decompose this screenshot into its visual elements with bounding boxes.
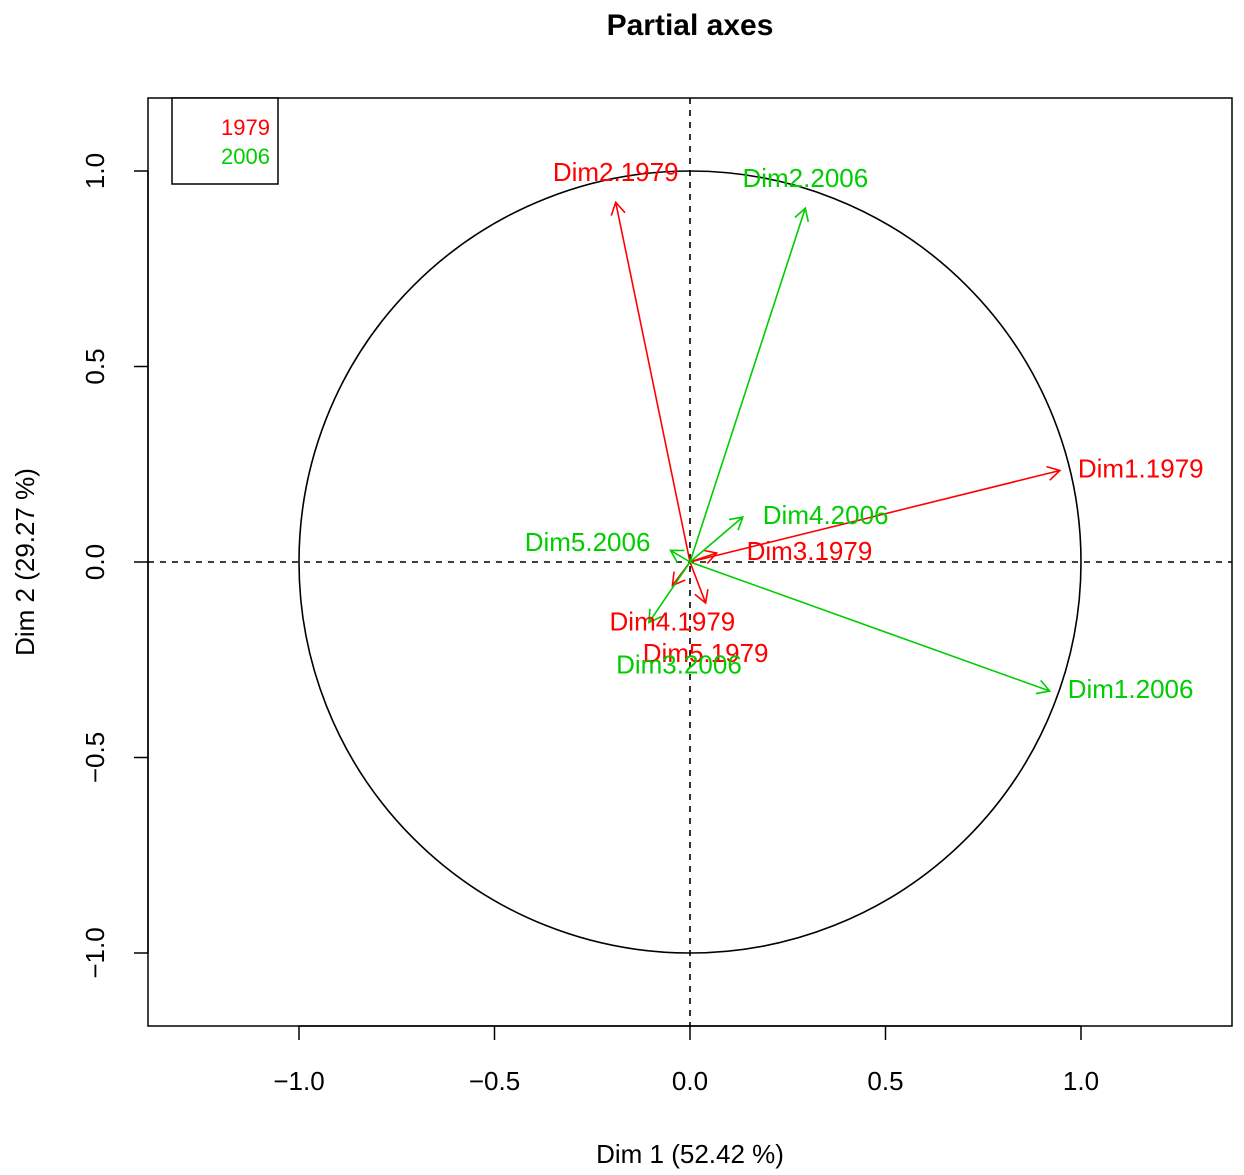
arrow-layer bbox=[610, 200, 1062, 695]
y-axis-label: Dim 2 (29.27 %) bbox=[10, 468, 40, 656]
arrowhead-Dim4.1979 bbox=[671, 571, 686, 587]
arrow-label-Dim1.2006: Dim1.2006 bbox=[1068, 674, 1194, 704]
arrow-Dim4.2006 bbox=[689, 516, 744, 563]
arrow-label-Dim5.1979: Dim5.1979 bbox=[643, 638, 769, 668]
legend-box bbox=[171, 97, 279, 185]
arrowhead-Dim1.1979 bbox=[1046, 465, 1062, 481]
arrow-Dim3.2006 bbox=[648, 561, 691, 624]
arrow-label-Dim4.1979: Dim4.1979 bbox=[610, 606, 736, 636]
y-tick-label: 1.0 bbox=[80, 153, 110, 189]
arrow-Dim1.1979 bbox=[689, 469, 1061, 563]
x-tick-label: −1.0 bbox=[273, 1066, 324, 1096]
x-tick-label: 0.5 bbox=[867, 1066, 903, 1096]
arrow-label-Dim2.1979: Dim2.1979 bbox=[553, 157, 679, 187]
arrow-Dim2.2006 bbox=[689, 207, 807, 563]
arrowhead-Dim2.2006 bbox=[794, 206, 810, 223]
chart-title: Partial axes bbox=[607, 9, 774, 42]
arrowhead-Dim2.1979 bbox=[610, 200, 626, 216]
arrow-Dim1.2006 bbox=[689, 561, 1050, 692]
arrow-label-Dim2.2006: Dim2.2006 bbox=[742, 163, 868, 193]
arrow-label-Dim3.2006: Dim3.2006 bbox=[616, 649, 742, 679]
y-tick-label: 0.0 bbox=[80, 544, 110, 580]
arrowhead-Dim3.2006 bbox=[648, 608, 662, 624]
x-axis: −1.0 −0.5 0.0 0.5 1.0 bbox=[273, 1025, 1099, 1096]
y-tick-label: 0.5 bbox=[80, 348, 110, 384]
arrowhead-Dim4.2006 bbox=[728, 515, 745, 531]
y-tick-label: −0.5 bbox=[80, 732, 110, 783]
y-axis: −1.0 −0.5 0.0 0.5 1.0 bbox=[80, 153, 149, 979]
x-tick-label: 1.0 bbox=[1063, 1066, 1099, 1096]
arrowhead-Dim1.2006 bbox=[1035, 679, 1052, 695]
arrow-label-layer: Dim1.1979Dim2.1979Dim3.1979Dim4.1979Dim5… bbox=[525, 157, 1204, 704]
arrowhead-Dim5.1979 bbox=[694, 589, 709, 605]
arrow-Dim2.1979 bbox=[614, 202, 691, 563]
x-tick-label: 0.0 bbox=[672, 1066, 708, 1096]
x-axis-label: Dim 1 (52.42 %) bbox=[596, 1139, 784, 1169]
x-tick-label: −0.5 bbox=[469, 1066, 520, 1096]
arrow-label-Dim1.1979: Dim1.1979 bbox=[1078, 453, 1204, 483]
arrowhead-Dim5.2006 bbox=[669, 549, 685, 563]
arrow-Dim3.1979 bbox=[689, 552, 717, 563]
arrow-label-Dim4.2006: Dim4.2006 bbox=[763, 500, 889, 530]
arrow-Dim5.2006 bbox=[670, 549, 691, 563]
arrow-label-Dim5.2006: Dim5.2006 bbox=[525, 527, 651, 557]
arrow-Dim5.1979 bbox=[689, 561, 707, 604]
y-tick-label: −1.0 bbox=[80, 927, 110, 978]
legend-entry-2006: 2006 bbox=[221, 144, 270, 169]
arrow-label-Dim3.1979: Dim3.1979 bbox=[747, 536, 873, 566]
legend: 1979 2006 bbox=[171, 97, 279, 185]
arrowhead-Dim3.1979 bbox=[702, 549, 719, 565]
legend-entry-1979: 1979 bbox=[221, 115, 270, 140]
